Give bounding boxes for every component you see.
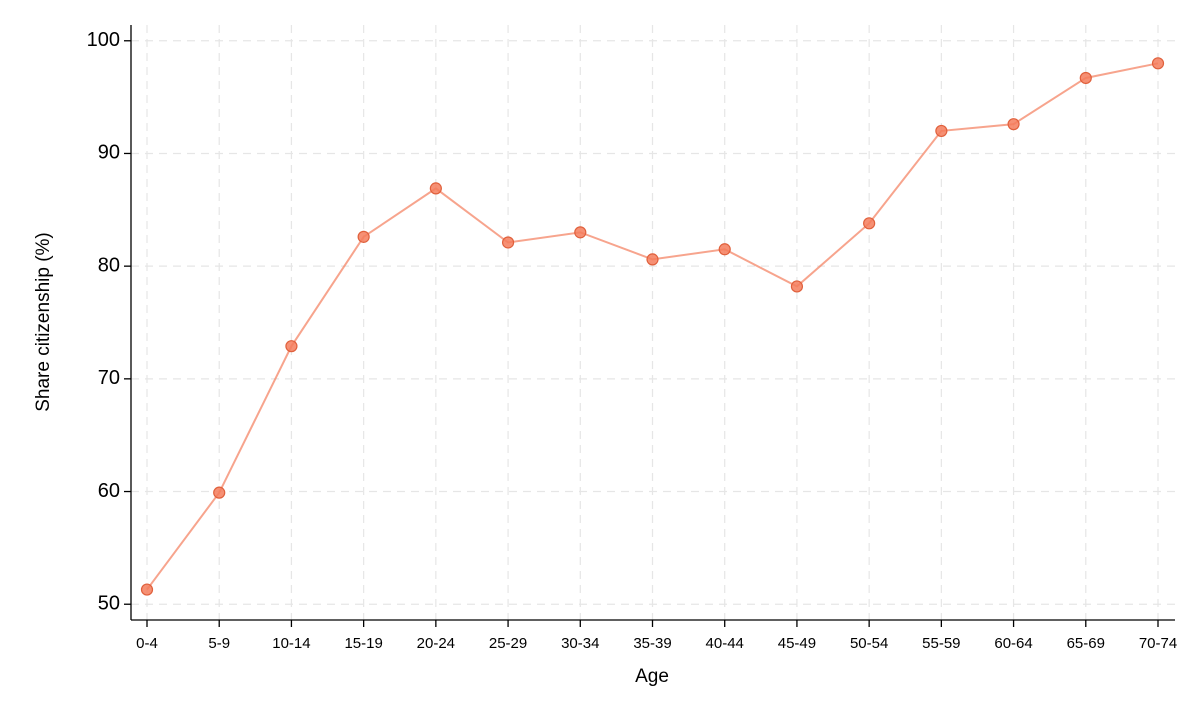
x-tick-label: 40-44 [706, 635, 744, 652]
x-tick-label: 50-54 [850, 635, 888, 652]
point [574, 226, 587, 239]
x-tick-label: 20-24 [417, 635, 455, 652]
x-tick-label: 5-9 [208, 635, 230, 652]
y-tick-label: 90 [98, 142, 120, 164]
point [357, 230, 370, 243]
point [1079, 71, 1092, 85]
y-tick-label: 60 [98, 480, 120, 502]
x-tick-label: 70-74 [1139, 635, 1177, 652]
y-tick-label: 80 [98, 254, 120, 276]
x-tick-label: 45-49 [778, 635, 816, 652]
x-tick-label: 0-4 [136, 635, 158, 652]
x-tick-label: 35-39 [633, 635, 671, 652]
point [213, 486, 226, 499]
x-tick-label: 15-19 [344, 635, 382, 652]
point [285, 340, 298, 353]
y-tick-label: 50 [98, 593, 120, 615]
point [863, 217, 876, 230]
y-tick-label: 100 [87, 29, 120, 51]
y-axis-label: Share citizenship (%) [33, 232, 54, 412]
point [501, 236, 515, 249]
x-tick-label: 25-29 [489, 635, 527, 652]
point [718, 243, 731, 256]
point [646, 253, 659, 266]
x-tick-label: 60-64 [994, 635, 1032, 652]
point [935, 124, 948, 138]
x-axis-label: Age [635, 666, 669, 687]
point [790, 280, 804, 293]
point [1151, 57, 1165, 70]
y-tick-label: 70 [98, 367, 120, 389]
x-tick-label: 55-59 [922, 635, 960, 652]
x-tick-label: 10-14 [272, 635, 310, 652]
x-tick-label: 65-69 [1067, 635, 1105, 652]
point [429, 182, 442, 195]
point [140, 583, 154, 596]
point [1007, 118, 1020, 131]
x-tick-label: 30-34 [561, 635, 599, 652]
